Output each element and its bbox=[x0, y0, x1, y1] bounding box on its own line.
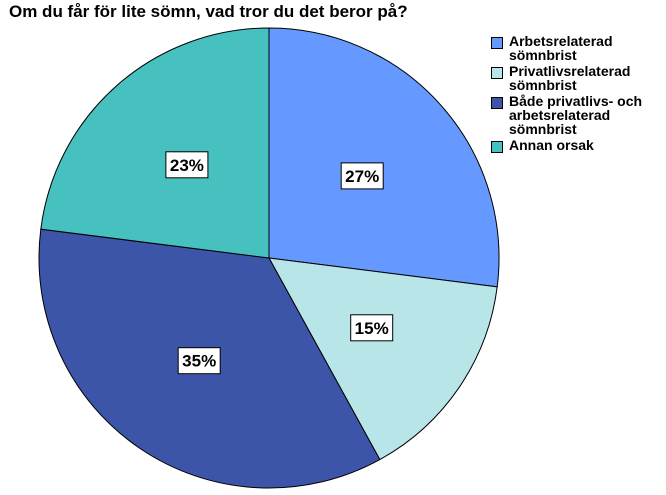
chart-title: Om du får för lite sömn, vad tror du det… bbox=[9, 2, 408, 21]
legend-label: Annan orsak bbox=[509, 137, 594, 153]
legend-item-annan-orsak: Annan orsak bbox=[491, 138, 666, 153]
data-label-bada: 35% bbox=[177, 347, 221, 375]
legend-item-bada: Både privatlivs- och arbetsrelaterad söm… bbox=[491, 94, 666, 136]
legend-swatch bbox=[491, 141, 503, 153]
data-label-annan-orsak: 23% bbox=[165, 151, 209, 179]
data-label-box bbox=[177, 347, 221, 375]
legend-item-arbetsrelaterad: Arbetsrelaterad sömnbrist bbox=[491, 34, 666, 62]
data-label-text: 35% bbox=[182, 352, 216, 371]
data-label-box bbox=[165, 151, 209, 179]
legend-swatch bbox=[491, 37, 503, 49]
data-label-privatlivsrelaterad: 15% bbox=[350, 314, 394, 342]
data-label-text: 27% bbox=[345, 167, 379, 186]
legend-item-privatlivsrelaterad: Privatlivsrelaterad sömnbrist bbox=[491, 64, 666, 92]
pie-slice-privatlivsrelaterad bbox=[268, 257, 498, 461]
pie-data-labels: 27% 15% 35% 23% bbox=[165, 151, 394, 375]
legend-label: Både privatlivs- och arbetsrelaterad söm… bbox=[509, 93, 643, 137]
data-label-arbetsrelaterad: 27% bbox=[340, 162, 384, 190]
data-label-text: 15% bbox=[355, 319, 389, 338]
legend-label: Privatlivsrelaterad sömnbrist bbox=[509, 63, 631, 93]
legend-swatch bbox=[491, 67, 503, 79]
legend: Arbetsrelaterad sömnbrist Privatlivsrela… bbox=[491, 34, 666, 155]
data-label-box bbox=[340, 162, 384, 190]
data-label-box bbox=[350, 314, 394, 342]
pie-slice-arbetsrelaterad bbox=[268, 27, 500, 288]
data-label-text: 23% bbox=[170, 156, 204, 175]
legend-swatch bbox=[491, 97, 503, 109]
pie-slices bbox=[38, 27, 500, 489]
pie-slice-annan-orsak bbox=[40, 27, 270, 259]
legend-label: Arbetsrelaterad sömnbrist bbox=[509, 33, 613, 63]
